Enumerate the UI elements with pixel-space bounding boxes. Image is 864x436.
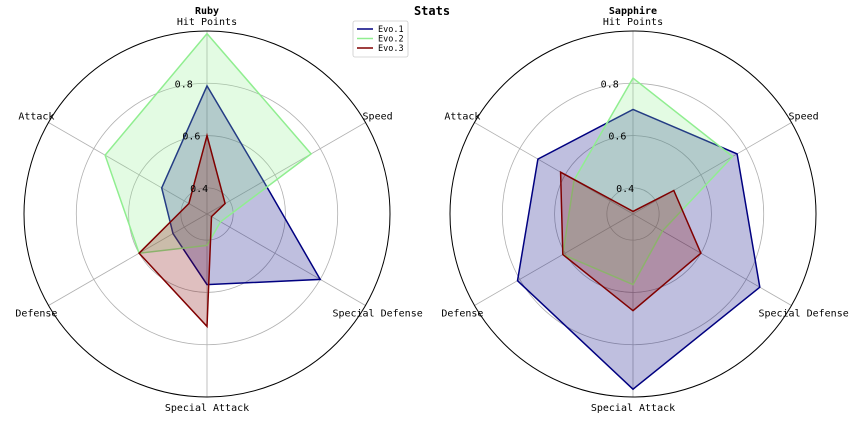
radial-tick-label: 0.8	[601, 79, 619, 90]
axis-label-speed: Speed	[363, 112, 393, 123]
axis-label-special-attack: Special Attack	[591, 403, 675, 414]
axis-label-attack: Attack	[18, 112, 54, 123]
series-fill-evo-1	[517, 109, 760, 390]
axis-label-special-attack: Special Attack	[165, 403, 249, 414]
grid-spoke	[474, 213, 634, 306]
series-fill-evo-2	[562, 78, 733, 285]
series-fill-evo-2	[105, 33, 312, 254]
series-line-evo-1	[516, 108, 761, 391]
grid-spoke	[206, 213, 366, 306]
radial-tick-label: 0.4	[616, 184, 634, 195]
axis-label-defense: Defense	[441, 309, 483, 320]
radial-tick-label: 0.8	[175, 79, 193, 90]
series-line-evo-1	[160, 84, 322, 286]
grid-spoke	[206, 122, 366, 215]
figure-title: Stats	[414, 4, 450, 18]
radar-chart-ruby: 0.4 0.6 0.8 Hit Points Speed Special Defense S…	[15, 6, 422, 414]
series-line-evo-3	[138, 132, 226, 329]
radial-tick-label: 0.4	[190, 184, 208, 195]
subplot-title-ruby: Ruby	[195, 6, 219, 17]
polar-frame	[23, 30, 391, 398]
series-fill-evo-3	[560, 172, 701, 311]
subplot-title-sapphire: Sapphire	[609, 5, 657, 17]
axis-label-defense: Defense	[15, 309, 57, 320]
grid-spoke	[632, 122, 792, 215]
grid-spoke	[474, 122, 634, 215]
axis-label-attack: Attack	[444, 112, 480, 123]
radial-tick-label: 0.6	[608, 132, 626, 143]
legend-label-evo-3: Evo.3	[378, 44, 404, 54]
legend-label-evo-1: Evo.1	[378, 25, 404, 35]
series-line-evo-2	[104, 32, 313, 255]
series-fill-evo-3	[139, 135, 226, 327]
polar-frame	[449, 30, 817, 398]
series-fill-evo-1	[161, 85, 321, 285]
grid-spoke	[632, 213, 792, 306]
grid-spoke	[48, 122, 208, 215]
axis-label-special-defense: Special Defense	[758, 309, 848, 320]
axis-label-hit-points: Hit Points	[177, 17, 237, 28]
axis-label-special-defense: Special Defense	[332, 309, 422, 320]
legend-label-evo-2: Evo.2	[378, 35, 404, 45]
series-line-evo-3	[559, 170, 702, 312]
axis-label-speed: Speed	[789, 112, 819, 123]
radial-tick-label: 0.6	[182, 132, 200, 143]
radar-chart-sapphire: 0.4 0.6 0.8 Hit Points Speed Special Defense S…	[441, 5, 848, 414]
grid-spoke	[48, 213, 208, 306]
axis-label-hit-points: Hit Points	[603, 17, 663, 28]
